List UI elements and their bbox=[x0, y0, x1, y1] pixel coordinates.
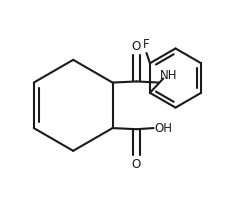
Text: F: F bbox=[143, 38, 149, 51]
Text: O: O bbox=[131, 40, 140, 53]
Text: OH: OH bbox=[154, 122, 172, 135]
Text: O: O bbox=[131, 158, 140, 171]
Text: NH: NH bbox=[159, 69, 176, 82]
